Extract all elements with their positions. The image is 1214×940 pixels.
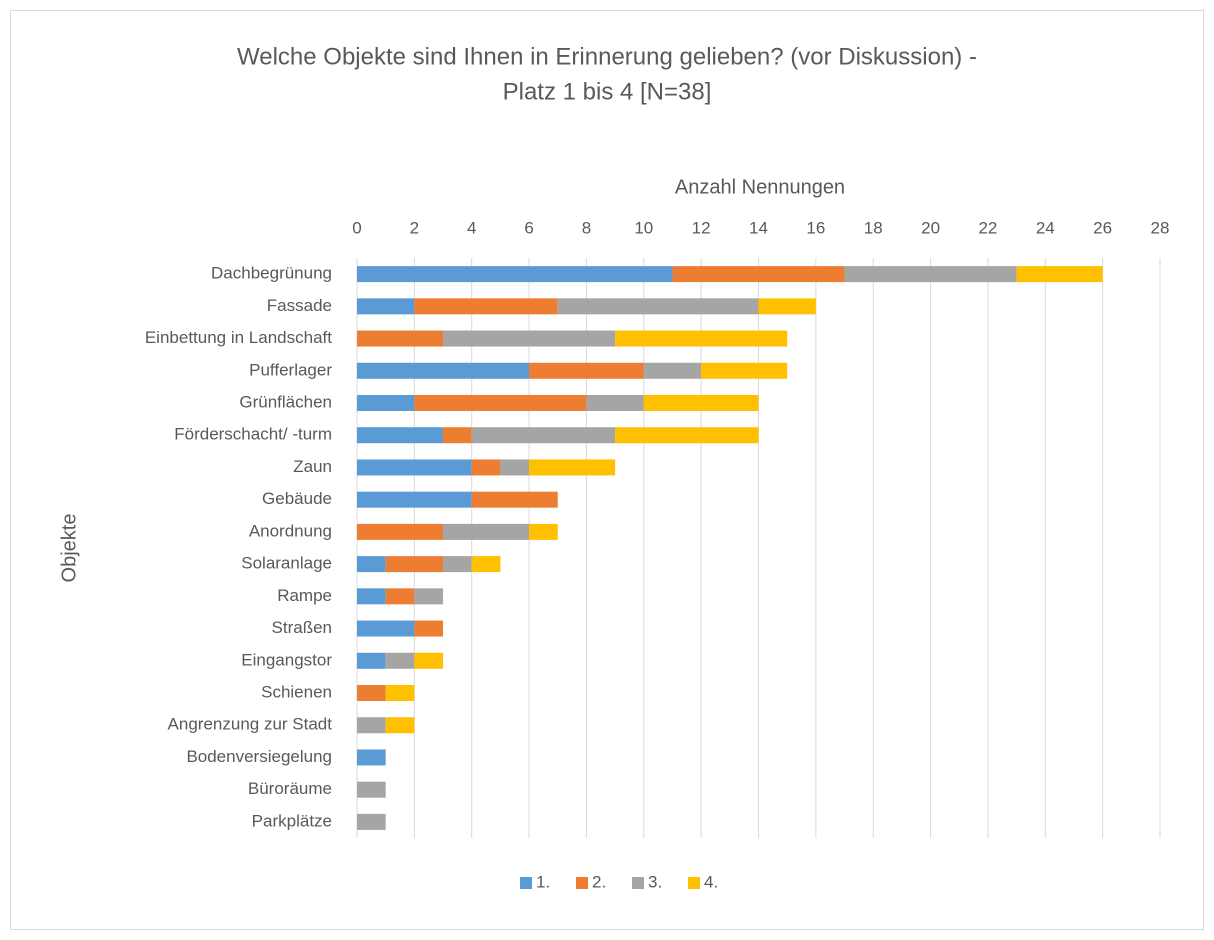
bar-segment [385, 556, 444, 573]
legend-swatch [688, 877, 700, 889]
bar-segment [357, 588, 386, 605]
legend-label: 2. [592, 872, 606, 891]
legend-label: 1. [536, 872, 550, 891]
y-tick-label: Büroräume [248, 779, 332, 798]
bar-segment [471, 459, 501, 476]
bar-segment [357, 362, 530, 379]
bar-segment [557, 298, 759, 315]
bar-segment [357, 652, 386, 669]
x-tick-label: 0 [352, 218, 361, 237]
y-tick-label: Zaun [293, 457, 332, 476]
bar-segment [385, 652, 415, 669]
bar-segment [414, 395, 587, 411]
bar-segment [643, 362, 702, 379]
x-tick-label: 18 [864, 218, 883, 237]
x-tick-label: 12 [692, 218, 711, 237]
bar-segment [443, 330, 616, 347]
bar-segment [529, 523, 558, 540]
bar-segment [1016, 266, 1103, 283]
y-tick-label: Rampe [277, 586, 332, 605]
x-tick-label: 28 [1151, 218, 1170, 237]
x-tick-label: 10 [634, 218, 653, 237]
bar-segment [643, 395, 759, 411]
legend-swatch [576, 877, 588, 889]
y-tick-label: Angrenzung zur Stadt [168, 715, 333, 734]
bar-segment [357, 523, 444, 540]
x-tick-label: 16 [806, 218, 825, 237]
y-tick-label: Anordnung [249, 521, 332, 540]
y-tick-label: Grünflächen [239, 392, 332, 411]
bar-segment [414, 298, 558, 315]
x-axis-title: Anzahl Nennungen [675, 176, 845, 198]
bar-segment [357, 813, 386, 830]
y-axis-title: Objekte [58, 514, 80, 583]
bar-segment [357, 749, 386, 766]
y-tick-label: Bodenversiegelung [186, 747, 332, 766]
x-tick-label: 26 [1093, 218, 1112, 237]
bar-segment [357, 330, 444, 347]
legend-swatch [520, 877, 532, 889]
bar-segment [414, 588, 444, 605]
legend-swatch [632, 877, 644, 889]
y-tick-label: Dachbegrünung [211, 264, 332, 283]
bar-segment [385, 717, 415, 734]
y-tick-label: Förderschacht/ -turm [174, 425, 332, 444]
bar-segment [357, 685, 386, 701]
bar-segment [529, 362, 644, 379]
bar-segment [471, 491, 558, 508]
y-tick-label: Eingangstor [241, 650, 332, 669]
bar-segment [758, 298, 816, 315]
y-tick-label: Pufferlager [249, 360, 332, 379]
bar-segment [385, 588, 415, 605]
chart-title: Welche Objekte sind Ihnen in Erinnerung … [237, 43, 977, 70]
bar-segment [414, 620, 444, 637]
bar-segment [357, 491, 472, 508]
bar-segment [529, 459, 616, 476]
y-tick-label: Parkplätze [252, 811, 332, 830]
bar-segment [443, 427, 472, 444]
y-tick-label: Solaranlage [241, 554, 332, 573]
bar-segment [615, 427, 759, 444]
x-tick-label: 4 [467, 218, 476, 237]
y-tick-label: Straßen [272, 618, 332, 637]
y-tick-label: Einbettung in Landschaft [145, 328, 332, 347]
bar-segment [357, 298, 415, 315]
bar-segment [443, 523, 530, 540]
bar-segment [701, 362, 788, 379]
bar-segment [357, 556, 386, 573]
bar-segment [385, 685, 415, 701]
bar-segment [357, 620, 415, 637]
y-tick-label: Fassade [267, 296, 332, 315]
legend-label: 3. [648, 872, 662, 891]
bar-segment [357, 717, 386, 734]
bar-segment [844, 266, 1017, 283]
bar-segment [586, 395, 644, 411]
x-tick-label: 14 [749, 218, 768, 237]
x-tick-label: 20 [921, 218, 940, 237]
bar-segment [672, 266, 845, 283]
legend-label: 4. [704, 872, 718, 891]
x-tick-label: 24 [1036, 218, 1055, 237]
x-tick-label: 8 [582, 218, 591, 237]
bar-segment [615, 330, 788, 347]
bar-segment [357, 266, 673, 283]
bar-segment [414, 652, 444, 669]
bar-segment [471, 427, 616, 444]
x-tick-label: 22 [978, 218, 997, 237]
bar-segment [443, 556, 472, 573]
y-tick-label: Gebäude [262, 489, 332, 508]
y-tick-label: Schienen [261, 682, 332, 701]
bar-segment [471, 556, 501, 573]
bar-segment [500, 459, 530, 476]
chart-title: Platz 1 bis 4 [N=38] [503, 78, 712, 105]
bar-segment [357, 427, 444, 444]
bar-segment [357, 459, 472, 476]
bar-segment [357, 781, 386, 798]
bar-segment [357, 395, 415, 411]
x-tick-label: 2 [410, 218, 419, 237]
x-tick-label: 6 [524, 218, 533, 237]
